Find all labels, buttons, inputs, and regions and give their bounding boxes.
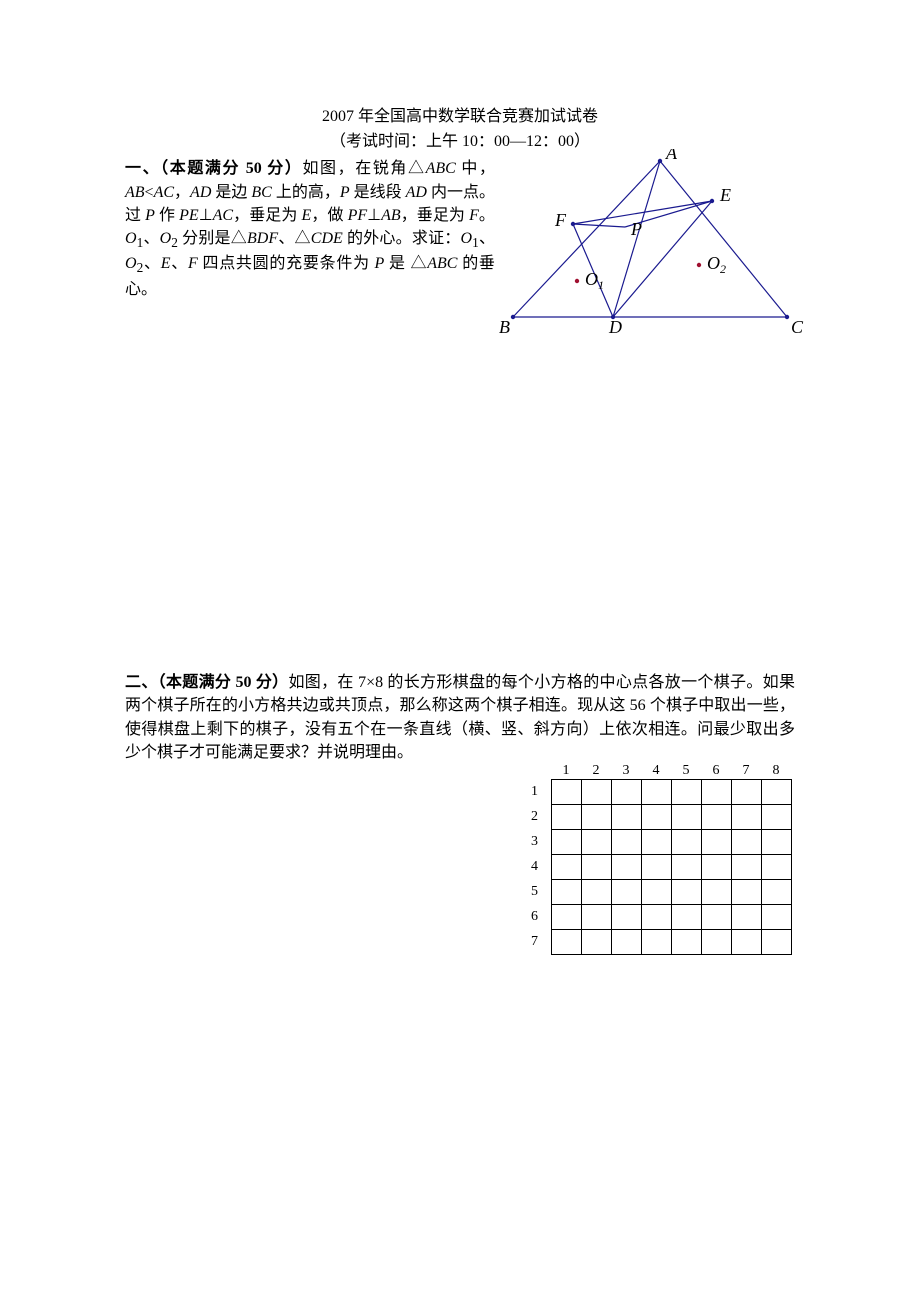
grid-cell — [612, 880, 642, 905]
grid-cell — [732, 780, 762, 805]
grid-cell — [552, 805, 582, 830]
grid-cell — [672, 830, 702, 855]
grid-cell — [702, 805, 732, 830]
exam-title: 2007 年全国高中数学联合竞赛加试试卷 — [125, 105, 795, 128]
grid-row-label: 6 — [531, 904, 538, 929]
grid-cell — [582, 905, 612, 930]
problem-1: 一、（本题满分 50 分）如图，在锐角△ABC 中，AB<AC，AD 是边 BC… — [125, 157, 795, 301]
grid-cell — [612, 930, 642, 955]
grid-cell — [552, 880, 582, 905]
grid-cell — [762, 880, 792, 905]
grid-cell — [762, 780, 792, 805]
grid-cell — [732, 905, 762, 930]
grid-cell — [672, 930, 702, 955]
grid-cell — [642, 880, 672, 905]
grid-cell — [672, 880, 702, 905]
problem-1-lead: 一、（本题满分 50 分） — [125, 160, 302, 177]
grid-cell — [582, 830, 612, 855]
grid-row-label: 2 — [531, 804, 538, 829]
grid-table — [551, 779, 792, 955]
grid-cell — [672, 905, 702, 930]
svg-text:O1: O1 — [585, 269, 604, 292]
grid-cell — [762, 805, 792, 830]
grid-cell — [582, 930, 612, 955]
grid-cell — [672, 805, 702, 830]
grid-cell — [552, 780, 582, 805]
grid-cell — [642, 805, 672, 830]
grid-cell — [642, 855, 672, 880]
grid-row-labels: 1234567 — [531, 779, 538, 954]
grid-cell — [582, 855, 612, 880]
grid-cell — [642, 905, 672, 930]
grid-cell — [612, 830, 642, 855]
grid-cell — [642, 930, 672, 955]
problem-2-lead: 二、（本题满分 50 分） — [125, 674, 288, 691]
grid-cell — [702, 905, 732, 930]
grid-cell — [552, 930, 582, 955]
grid-cell — [642, 780, 672, 805]
grid-cell — [612, 805, 642, 830]
grid-row-label: 3 — [531, 829, 538, 854]
grid-cell — [552, 830, 582, 855]
grid-cell — [612, 855, 642, 880]
svg-text:D: D — [608, 317, 622, 337]
problem-2-text: 二、（本题满分 50 分）如图，在 7×8 的长方形棋盘的每个小方格的中心点各放… — [125, 671, 795, 764]
grid-cell — [732, 830, 762, 855]
svg-text:O2: O2 — [707, 253, 726, 276]
grid-cell — [702, 780, 732, 805]
grid-row-label: 1 — [531, 779, 538, 804]
problem-1-body: 如图，在锐角△ABC 中，AB<AC，AD 是边 BC 上的高，P 是线段 AD… — [125, 160, 495, 298]
svg-text:E: E — [719, 185, 731, 205]
grid-cell — [582, 780, 612, 805]
grid-cell — [702, 855, 732, 880]
grid-cell — [612, 905, 642, 930]
grid-cell — [672, 780, 702, 805]
grid-cell — [762, 830, 792, 855]
svg-text:F: F — [554, 210, 567, 230]
grid-cell — [702, 880, 732, 905]
grid-cell — [552, 905, 582, 930]
grid-row-label: 7 — [531, 929, 538, 954]
grid-cell — [762, 855, 792, 880]
grid-row-label: 5 — [531, 879, 538, 904]
svg-text:C: C — [791, 317, 804, 337]
svg-text:A: A — [665, 149, 678, 163]
problem-1-text: 一、（本题满分 50 分）如图，在锐角△ABC 中，AB<AC，AD 是边 BC… — [125, 157, 495, 301]
problem-2: 二、（本题满分 50 分）如图，在 7×8 的长方形棋盘的每个小方格的中心点各放… — [125, 671, 795, 764]
grid-cell — [702, 930, 732, 955]
grid-cell — [762, 905, 792, 930]
grid-cell — [642, 830, 672, 855]
grid-cell — [732, 880, 762, 905]
svg-text:P: P — [630, 219, 642, 239]
grid-cell — [702, 830, 732, 855]
svg-text:B: B — [499, 317, 510, 337]
grid-row-label: 4 — [531, 854, 538, 879]
grid-cell — [762, 930, 792, 955]
grid-cell — [552, 855, 582, 880]
grid-cell — [582, 805, 612, 830]
grid-cell — [612, 780, 642, 805]
grid-cell — [732, 855, 762, 880]
figure-1-triangle: A B C D E F P O1 O2 — [495, 149, 805, 339]
grid-cell — [732, 805, 762, 830]
grid-cell — [672, 855, 702, 880]
grid-cell — [732, 930, 762, 955]
figure-2-grid: 12345678 1234567 — [517, 761, 805, 971]
grid-cell — [582, 880, 612, 905]
